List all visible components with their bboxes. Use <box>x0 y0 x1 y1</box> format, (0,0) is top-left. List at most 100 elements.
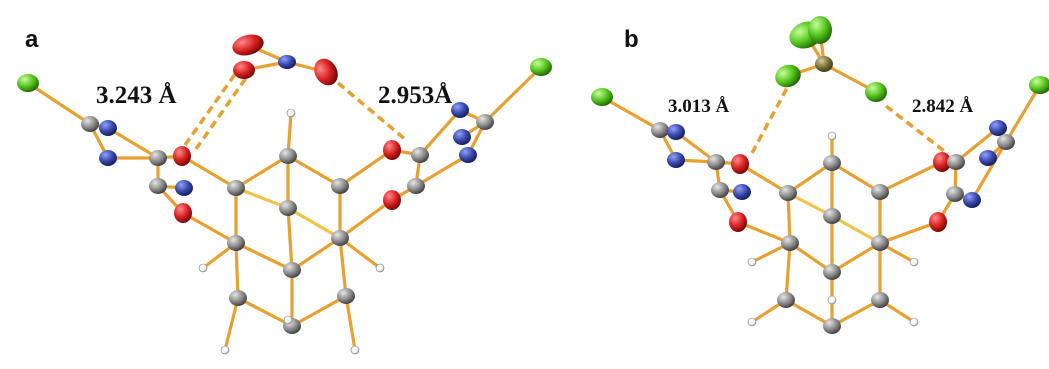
bond <box>414 153 470 188</box>
panel-a-nitrate-complex: a 3.243 Å 2.953Å <box>17 26 552 355</box>
bond <box>786 191 792 245</box>
hydrogen-atom <box>827 295 837 305</box>
carbon-atom <box>823 208 841 224</box>
oxygen-atom <box>232 34 264 56</box>
oxygen-atom <box>383 140 401 160</box>
bond <box>286 154 342 188</box>
panel-label-b: b <box>624 26 639 53</box>
chlorine-atom <box>775 64 801 88</box>
carbon-atom <box>337 288 355 304</box>
bond <box>786 161 834 195</box>
hydrogen-bond-dash <box>336 81 408 142</box>
carbon-atom <box>227 180 245 196</box>
bond <box>830 214 882 245</box>
panel-b-cf3-complex: b 3.013 Å 2.842 Å <box>591 16 1049 334</box>
distance-label-a-right: 2.953Å <box>378 81 452 109</box>
carbon-atom <box>149 150 167 166</box>
oxygen-atom <box>173 146 191 166</box>
carbon-atom <box>331 178 349 194</box>
bond <box>1004 83 1042 144</box>
panel-a-hydrogen-bonds <box>183 68 408 151</box>
nitrogen-atom <box>667 152 685 168</box>
hydrogen-bond-dash <box>183 68 240 147</box>
panel-label-a: a <box>25 26 39 53</box>
hydrogen-atom <box>827 131 837 141</box>
hydrogen-atom <box>283 315 293 325</box>
distance-label-b-left: 3.013 Å <box>668 96 730 117</box>
oxygen-atom <box>383 190 401 210</box>
hydrogen-atom <box>198 263 208 273</box>
distance-label-a-left: 3.243 Å <box>96 81 177 109</box>
carbon-atom <box>711 182 729 198</box>
distance-label-b-right: 2.842 Å <box>912 96 974 117</box>
bond <box>290 294 348 328</box>
bond <box>830 161 882 194</box>
carbon-atom <box>823 318 841 334</box>
carbon-atom <box>81 116 99 132</box>
bond <box>234 186 290 210</box>
nitrogen-atom <box>963 192 981 208</box>
chlorine-atom <box>808 16 832 44</box>
carbon-atom <box>871 184 889 200</box>
bond <box>600 95 662 132</box>
carbon-atom <box>279 148 297 164</box>
nitrogen-atom <box>989 120 1007 136</box>
panel-b-bonds <box>600 28 1042 328</box>
nitrogen-atom <box>99 150 117 166</box>
chlorine-atom <box>865 82 887 102</box>
carbon-atom <box>947 154 965 170</box>
hydrogen-atom <box>747 257 757 267</box>
nitrogen-atom <box>278 55 296 69</box>
nitrogen-atom <box>451 102 469 118</box>
oxygen-atom <box>233 61 255 79</box>
hydrogen-atom <box>286 108 296 118</box>
bond <box>106 126 160 160</box>
nitrogen-atom <box>979 150 997 166</box>
chlorine-atom <box>530 58 552 76</box>
carbon-atom <box>279 200 297 216</box>
bond <box>338 198 394 240</box>
panel-b-atoms <box>591 16 1049 334</box>
carbon-atom <box>229 290 247 306</box>
bond <box>236 296 294 328</box>
nitrogen-atom <box>459 147 477 163</box>
nitrogen-atom <box>733 184 751 200</box>
carbon-atom <box>946 186 964 202</box>
nitrogen-atom <box>175 180 193 196</box>
hydrogen-atom <box>909 257 919 267</box>
chlorine-atom <box>591 88 613 106</box>
carbon-atom <box>707 154 725 170</box>
carbon-atom <box>997 134 1015 150</box>
bond <box>234 241 294 272</box>
carbon-atom <box>651 122 669 138</box>
panel-a-atoms <box>17 34 552 355</box>
carbon-atom <box>871 235 889 251</box>
panel-b-hydrogen-bonds <box>750 87 950 156</box>
hydrogen-atom <box>350 345 360 355</box>
oxygen-atom <box>933 152 951 172</box>
chlorine-atom <box>1029 76 1049 94</box>
carbon-atom <box>871 292 889 308</box>
bond <box>830 241 882 274</box>
carbon-atom <box>476 114 494 130</box>
nitrogen-atom <box>453 129 471 145</box>
oxygen-atom <box>731 154 749 174</box>
carbon-atom <box>823 155 841 171</box>
bond <box>286 206 342 240</box>
bond <box>181 211 238 245</box>
carbon-atom <box>331 230 349 246</box>
bond <box>234 241 240 300</box>
nitrogen-atom <box>99 120 117 136</box>
carbon-atom <box>411 147 429 163</box>
bond <box>736 220 792 245</box>
bond <box>784 241 792 302</box>
bond <box>878 160 944 194</box>
bond <box>290 236 342 272</box>
bond <box>830 298 882 328</box>
chlorine-atom <box>17 74 39 92</box>
bond <box>338 148 394 188</box>
bond <box>738 162 790 195</box>
bond <box>234 154 290 190</box>
carbon-atom <box>407 178 425 194</box>
